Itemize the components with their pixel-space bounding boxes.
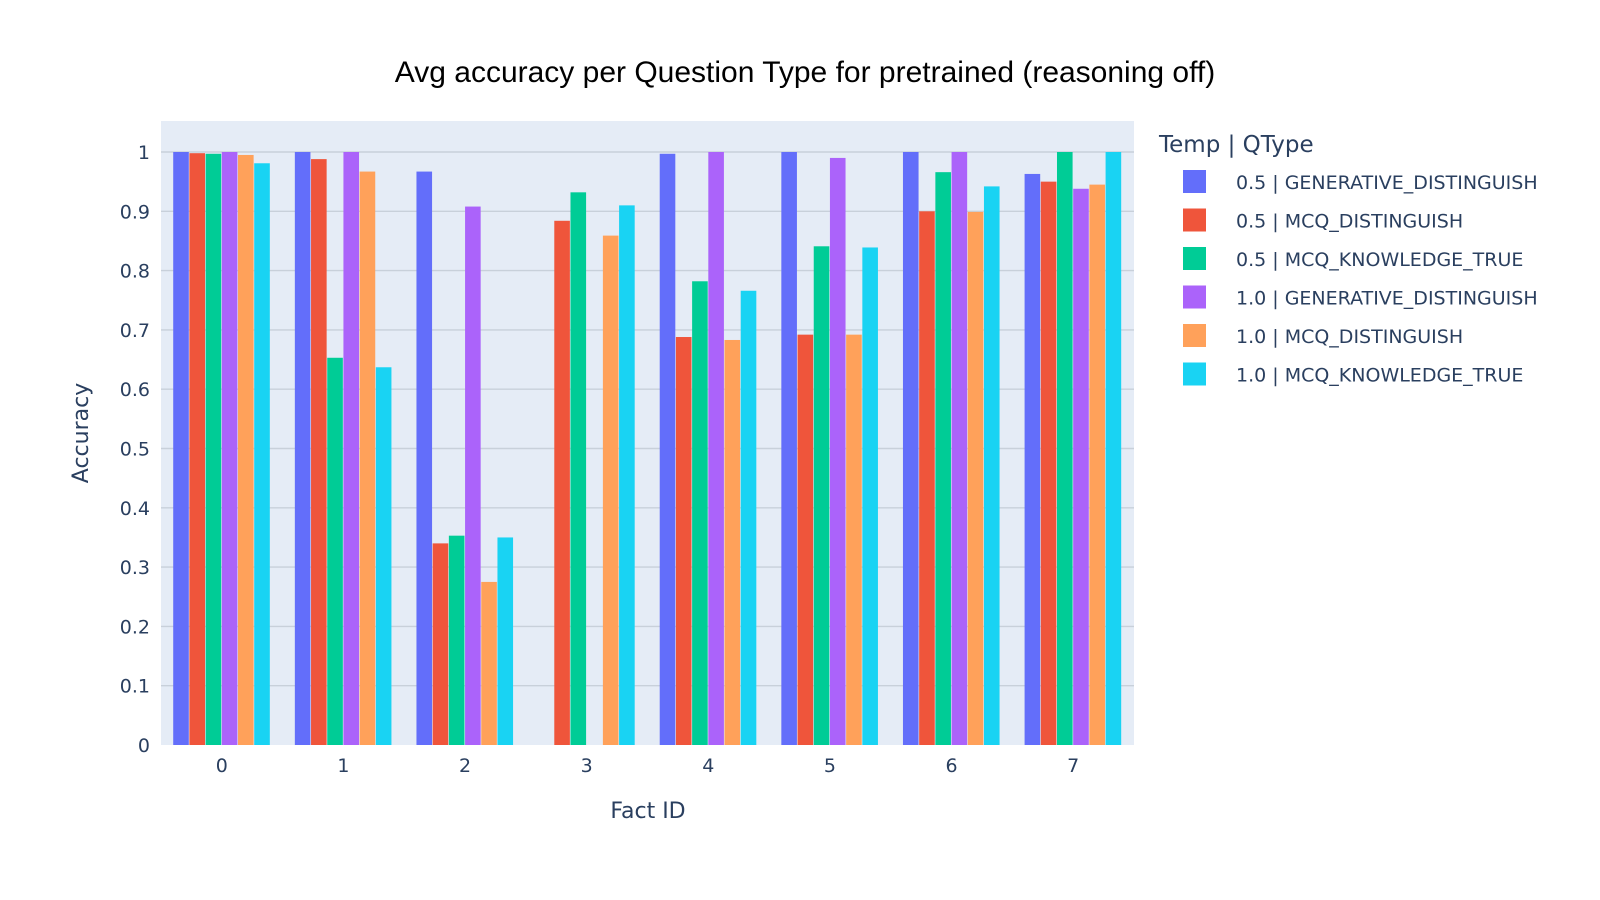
- y-tick-label: 0: [138, 735, 150, 757]
- legend-swatch: [1183, 247, 1206, 270]
- y-tick-label: 0.8: [120, 261, 150, 283]
- legend-item[interactable]: 1.0 | GENERATIVE_DISTINGUISH: [1183, 285, 1538, 310]
- bar: [919, 211, 935, 746]
- legend-label: 1.0 | MCQ_DISTINGUISH: [1236, 326, 1463, 348]
- legend-label: 1.0 | GENERATIVE_DISTINGUISH: [1236, 288, 1538, 310]
- bar: [481, 581, 497, 745]
- legend-item[interactable]: 0.5 | MCQ_DISTINGUISH: [1183, 208, 1463, 233]
- legend-item[interactable]: 1.0 | MCQ_DISTINGUISH: [1183, 324, 1463, 348]
- legend-label: 1.0 | MCQ_KNOWLEDGE_TRUE: [1236, 365, 1523, 387]
- bar: [448, 535, 465, 745]
- legend-label: 0.5 | MCQ_KNOWLEDGE_TRUE: [1236, 249, 1523, 271]
- y-tick-label: 0.1: [120, 676, 150, 698]
- legend-item[interactable]: 1.0 | MCQ_KNOWLEDGE_TRUE: [1183, 362, 1523, 387]
- bar: [846, 334, 862, 745]
- bar: [708, 152, 724, 745]
- chart-title: Avg accuracy per Question Type for pretr…: [395, 56, 1215, 89]
- legend-swatch: [1183, 208, 1206, 232]
- bar: [570, 192, 587, 746]
- bar: [254, 163, 270, 746]
- bar: [238, 154, 254, 746]
- bar: [1040, 181, 1057, 745]
- bar: [1105, 152, 1122, 745]
- y-axis-ticks: 0 0.1 0.2 0.3 0.4 0.5 0.6 0.7 0.8 0.9 1: [120, 142, 150, 757]
- bar: [359, 171, 376, 746]
- bar: [173, 152, 189, 745]
- bar: [740, 290, 757, 745]
- bar: [967, 211, 984, 745]
- x-tick-label: 3: [581, 755, 593, 777]
- x-axis-title: Fact ID: [610, 799, 685, 824]
- bar: [829, 157, 846, 745]
- bar: [1056, 152, 1073, 745]
- legend-title: Temp | QType: [1158, 132, 1314, 158]
- x-tick-label: 4: [702, 755, 714, 777]
- y-tick-label: 0.6: [120, 379, 150, 401]
- bar: [983, 186, 1000, 746]
- y-tick-label: 0.4: [120, 498, 150, 520]
- y-tick-label: 0.7: [120, 320, 150, 342]
- x-tick-label: 5: [824, 755, 836, 777]
- y-axis-title: Accuracy: [69, 383, 94, 483]
- bar: [205, 153, 222, 746]
- bar: [862, 247, 878, 745]
- bar: [602, 235, 619, 745]
- bar: [675, 337, 692, 745]
- legend-swatch: [1183, 170, 1206, 193]
- bar: [1073, 188, 1089, 746]
- bar: [1024, 173, 1041, 746]
- bar: [311, 159, 327, 746]
- bar: [659, 153, 676, 746]
- legend: Temp | QType 0.5 | GENERATIVE_DISTINGUIS…: [1158, 132, 1538, 387]
- bar: [497, 537, 514, 745]
- bar: [781, 152, 797, 745]
- bar: [343, 152, 360, 745]
- bar: [327, 357, 343, 745]
- bar: [619, 205, 635, 745]
- bar: [1089, 184, 1105, 746]
- legend-item[interactable]: 0.5 | GENERATIVE_DISTINGUISH: [1183, 170, 1538, 194]
- y-tick-label: 0.5: [120, 439, 150, 461]
- legend-label: 0.5 | MCQ_DISTINGUISH: [1236, 211, 1463, 233]
- x-tick-label: 6: [946, 755, 958, 777]
- bar: [724, 339, 741, 745]
- y-tick-label: 0.9: [120, 201, 150, 223]
- legend-swatch: [1183, 324, 1206, 347]
- bar: [902, 152, 919, 745]
- bars-group: [173, 152, 1122, 746]
- x-tick-label: 2: [459, 755, 471, 777]
- x-tick-label: 7: [1067, 755, 1079, 777]
- bar: [432, 543, 449, 745]
- y-tick-label: 1: [138, 142, 150, 164]
- y-tick-label: 0.3: [120, 557, 150, 579]
- legend-swatch: [1183, 362, 1206, 386]
- bar: [416, 171, 433, 746]
- bar: [813, 246, 830, 746]
- bar: [797, 334, 814, 745]
- bar: [465, 206, 481, 745]
- x-tick-label: 0: [216, 755, 228, 777]
- bar: [375, 367, 392, 745]
- x-tick-label: 1: [337, 755, 349, 777]
- legend-item[interactable]: 0.5 | MCQ_KNOWLEDGE_TRUE: [1183, 247, 1523, 271]
- bar: [221, 152, 238, 745]
- bar: [692, 281, 708, 745]
- bar: [189, 153, 206, 745]
- legend-label: 0.5 | GENERATIVE_DISTINGUISH: [1236, 172, 1538, 194]
- bar: [951, 152, 968, 745]
- y-tick-label: 0.2: [120, 616, 150, 638]
- bar: [554, 220, 570, 746]
- bar: [935, 172, 951, 746]
- x-axis-ticks: 0 1 2 3 4 5 6 7: [216, 755, 1079, 777]
- bar: [294, 152, 311, 745]
- legend-swatch: [1183, 285, 1206, 309]
